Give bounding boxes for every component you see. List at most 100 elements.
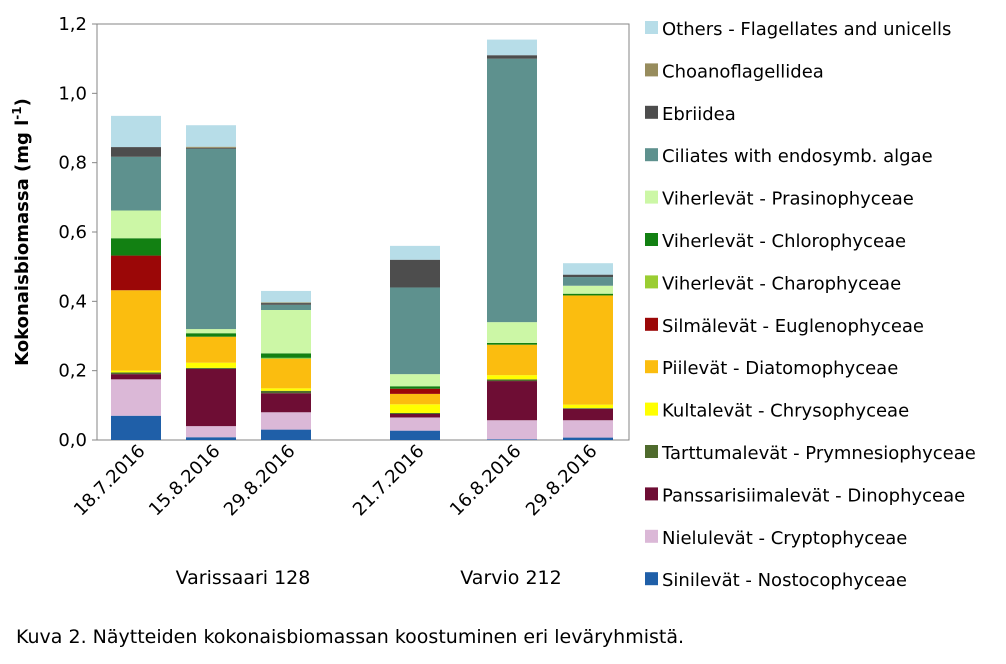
legend-item: Silmälevät - Euglenophyceae: [645, 316, 924, 337]
legend-item: Viherlevät - Prasinophyceae: [645, 189, 914, 210]
bar-segment: [563, 437, 613, 440]
bar-segment: [261, 393, 311, 413]
bar-segment: [487, 344, 537, 376]
bar-segment: [487, 375, 537, 380]
y-axis-label-sup: -1: [10, 106, 24, 119]
bar-segment: [487, 420, 537, 440]
bar-segment: [390, 417, 440, 431]
bar-segment: [563, 285, 613, 294]
legend-swatch: [645, 445, 658, 458]
bar-segment: [186, 368, 236, 427]
x-tick-label: 29.8.2016: [522, 441, 602, 521]
legend-swatch: [645, 21, 658, 34]
bar-segment: [390, 259, 440, 288]
bar-stack: [261, 290, 311, 440]
bar-segment: [390, 404, 440, 413]
bar-segment: [186, 125, 236, 147]
legend-item: Viherlevät - Charophyceae: [645, 273, 901, 294]
legend-item: Kultalevät - Chrysophyceae: [645, 401, 909, 422]
bar-segment: [111, 290, 161, 371]
y-tick-label: 1,0: [58, 83, 87, 104]
bar-segment: [186, 329, 236, 334]
legend-swatch: [645, 487, 658, 501]
legend-swatch: [645, 275, 658, 289]
bar-segment: [563, 277, 613, 286]
legend-label: Silmälevät - Euglenophyceae: [662, 316, 924, 337]
bar-segment: [186, 146, 236, 148]
bar-segment: [111, 147, 161, 157]
bar-segment: [261, 353, 311, 358]
bar-segment: [261, 303, 311, 305]
plot-frame: [96, 23, 630, 441]
bar-segment: [111, 210, 161, 239]
bar-segment: [111, 238, 161, 256]
bar-segment: [111, 372, 161, 375]
legend-item: Choanoflagellidea: [645, 61, 824, 82]
legend-swatch: [645, 572, 658, 586]
bar-segment: [390, 374, 440, 387]
bar-segment: [563, 408, 613, 421]
legend-label: Sinilevät - Nostocophyceae: [662, 570, 907, 591]
bar-segment: [390, 386, 440, 389]
bar-segment: [186, 362, 236, 368]
bar-segment: [186, 333, 236, 337]
stacked-bar-chart: 0,0 0,2 0,4 0,6 0,8 1,0 1,2 18.7.201615.8.2016…: [10, 14, 976, 591]
legend: Others - Flagellates and unicells Choanof…: [645, 19, 976, 591]
bar-segment: [261, 412, 311, 430]
group-label: Varissaari 128: [176, 567, 311, 589]
x-tick-label: 16.8.2016: [446, 441, 526, 521]
bar-segment: [563, 295, 613, 405]
x-tick-label: 15.8.2016: [145, 441, 225, 521]
legend-swatch: [645, 233, 658, 246]
y-tick-label: 0,0: [58, 430, 87, 451]
bar-segment: [111, 156, 161, 211]
bar-segment: [111, 370, 161, 373]
legend-swatch: [645, 317, 658, 331]
bar-segment: [487, 55, 537, 59]
x-tick-label: 21.7.2016: [349, 441, 429, 521]
bar-segment: [261, 310, 311, 354]
bar-segment: [111, 415, 161, 440]
legend-item: Sinilevät - Nostocophyceae: [645, 570, 907, 591]
bar-segment: [390, 245, 440, 260]
legend-swatch: [645, 190, 658, 204]
bar-segment: [111, 115, 161, 148]
bar-stack: [487, 39, 537, 440]
bar-segment: [111, 379, 161, 416]
bar-segment: [261, 290, 311, 303]
y-axis-label-main: Kokonaisbiomassa (mg l: [12, 120, 33, 366]
bar-stack: [563, 263, 613, 440]
legend-item: Panssarisiimalevät - Dinophyceae: [645, 485, 965, 506]
bar-segment: [186, 426, 236, 438]
bar-segment: [111, 255, 161, 291]
bar-segment: [261, 358, 311, 389]
legend-swatch: [645, 402, 658, 416]
bar-segment: [390, 388, 440, 394]
legend-item: Tarttumalevät - Prymnesiophyceae: [645, 443, 976, 464]
legend-item: Ebriidea: [645, 104, 736, 125]
legend-label: Kultalevät - Chrysophyceae: [662, 401, 909, 422]
legend-swatch: [645, 105, 658, 119]
legend-label: Ebriidea: [662, 104, 736, 125]
bar-segment: [186, 336, 236, 363]
bar-segment: [487, 381, 537, 421]
y-axis-label: Kokonaisbiomassa (mg l-1): [10, 98, 33, 366]
bar-segment: [487, 439, 537, 440]
bar-segment: [186, 147, 236, 149]
plot-area: [96, 23, 630, 441]
y-tick-label: 0,6: [58, 222, 87, 243]
bar-segment: [111, 374, 161, 380]
x-tick-label: 29.8.2016: [220, 441, 300, 521]
bar-segment: [261, 390, 311, 394]
bar-segment: [487, 379, 537, 382]
bar-segment: [563, 263, 613, 275]
legend-swatch: [645, 63, 658, 77]
bar-segment: [563, 420, 613, 438]
legend-label: Viherlevät - Prasinophyceae: [662, 189, 914, 210]
bar-segment: [563, 293, 613, 296]
bar-segment: [390, 412, 440, 414]
bar-segment: [390, 430, 440, 440]
bar-segment: [487, 322, 537, 343]
bar-segment: [186, 367, 236, 369]
